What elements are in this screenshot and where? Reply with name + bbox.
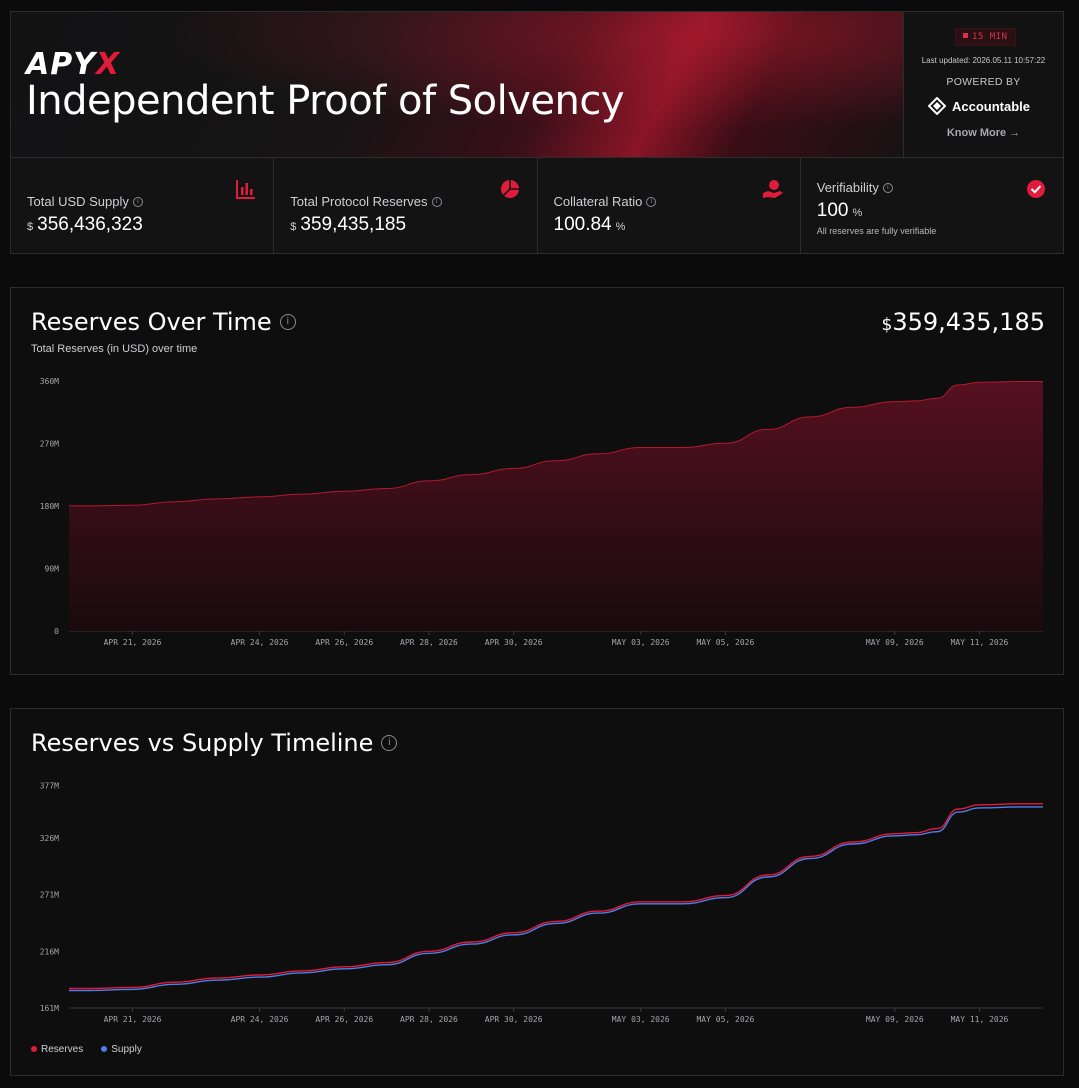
- legend-item-supply[interactable]: Supply: [101, 1044, 142, 1055]
- last-updated-text: Last updated: 2026.05.11 10:57:22: [921, 56, 1046, 65]
- live-dot-icon: [963, 33, 968, 38]
- percent-symbol: %: [615, 221, 626, 233]
- info-icon[interactable]: i: [279, 314, 296, 330]
- y-tick-label: 0: [54, 627, 59, 636]
- x-tick-label: APR 28, 2026: [400, 1015, 458, 1024]
- stat-label: Collateral Ratio: [553, 194, 643, 209]
- x-tick-label: MAY 03, 2026: [612, 638, 670, 647]
- y-tick-label: 360M: [40, 377, 59, 386]
- accountable-logo[interactable]: Accountable: [928, 97, 1030, 115]
- currency-symbol: $: [27, 221, 34, 233]
- reserves-over-time-card: Reserves Over Time i Total Reserves (in U…: [10, 287, 1064, 675]
- info-icon[interactable]: i: [381, 735, 398, 751]
- stat-label: Total Protocol Reserves: [290, 194, 428, 209]
- y-tick-label: 270M: [40, 439, 59, 448]
- chart-title: Reserves Over Time: [31, 308, 272, 336]
- y-tick-label: 216M: [40, 947, 59, 956]
- verifiability-note: All reserves are fully verifiable: [816, 226, 937, 236]
- x-tick-label: APR 30, 2026: [485, 1015, 543, 1024]
- y-tick-label: 271M: [40, 891, 59, 900]
- series-line-reserves[interactable]: [69, 381, 1044, 507]
- stats-row: Total USD Supply i $356,436,323 Total Pro…: [10, 157, 1064, 254]
- chart-title: Reserves vs Supply Timeline: [31, 729, 374, 757]
- hand-coin-icon: [762, 180, 783, 198]
- x-tick-label: MAY 09, 2026: [866, 1015, 924, 1024]
- info-icon[interactable]: i: [882, 182, 893, 193]
- legend-dot-icon: [101, 1046, 108, 1052]
- legend-item-reserves[interactable]: Reserves: [31, 1044, 83, 1055]
- percent-symbol: %: [852, 207, 863, 219]
- currency-symbol: $: [290, 221, 297, 233]
- info-icon[interactable]: i: [646, 196, 657, 207]
- x-tick-label: MAY 11, 2026: [951, 638, 1009, 647]
- page-title: Independent Proof of Solvency: [26, 78, 625, 124]
- x-tick-label: APR 26, 2026: [315, 1015, 373, 1024]
- y-tick-label: 377M: [40, 781, 59, 790]
- pie-chart-icon: [500, 179, 519, 198]
- series-line-reserves[interactable]: [69, 803, 1043, 990]
- partner-name: Accountable: [952, 98, 1031, 114]
- stat-label: Verifiability: [816, 180, 879, 195]
- stat-label: Total USD Supply: [27, 194, 129, 209]
- x-tick-label: APR 28, 2026: [400, 638, 458, 647]
- accountable-diamond-icon: [928, 97, 946, 115]
- powered-by-label: POWERED BY: [946, 76, 1021, 88]
- stat-value: 356,436,323: [37, 214, 143, 235]
- x-tick-label: APR 21, 2026: [104, 1015, 162, 1024]
- x-tick-label: MAY 05, 2026: [696, 1015, 754, 1024]
- stat-verifiability: Verifiability i 100% All reserves are ful…: [801, 158, 1063, 253]
- reserves-vs-supply-card: Reserves vs Supply Timeline i 161M 216M 271…: [10, 708, 1064, 1076]
- series-line-supply[interactable]: [68, 806, 1043, 992]
- reserves-area-fill: [69, 381, 1043, 631]
- powered-by-panel: 15 MIN Last updated: 2026.05.11 10:57:22…: [903, 12, 1063, 157]
- bar-chart-icon: [236, 180, 256, 199]
- y-tick-label: 90M: [45, 564, 60, 573]
- stat-value: 359,435,185: [300, 214, 407, 235]
- x-tick-label: APR 21, 2026: [104, 638, 162, 647]
- x-tick-label: MAY 05, 2026: [696, 638, 754, 647]
- verified-badge-icon: [1027, 180, 1045, 198]
- info-icon[interactable]: i: [431, 196, 442, 207]
- reserves-area-chart[interactable]: 0 90M 180M 270M 360M APR 21, 2026 APR 24, 2026…: [11, 288, 1063, 674]
- stat-collateral-ratio: Collateral Ratio i 100.84%: [538, 158, 801, 253]
- current-reserves-value: $359,435,185: [881, 308, 1045, 336]
- stat-total-usd-supply: Total USD Supply i $356,436,323: [11, 158, 275, 253]
- stat-total-protocol-reserves: Total Protocol Reserves i $359,435,185: [274, 158, 538, 253]
- x-tick-label: MAY 03, 2026: [612, 1015, 670, 1024]
- y-tick-label: 180M: [40, 502, 59, 511]
- stat-value: 100.84: [553, 214, 612, 235]
- reserves-supply-line-chart[interactable]: 161M 216M 271M 326M 377M APR 21, 2026 APR 24, …: [11, 709, 1063, 1075]
- x-tick-label: MAY 11, 2026: [951, 1015, 1009, 1024]
- x-tick-label: APR 26, 2026: [315, 638, 373, 647]
- y-tick-label: 161M: [40, 1004, 59, 1013]
- x-tick-label: APR 24, 2026: [231, 1015, 289, 1024]
- y-tick-label: 326M: [40, 834, 59, 843]
- apyx-logo: APYX: [26, 47, 121, 82]
- know-more-link[interactable]: Know More →: [946, 127, 1021, 139]
- page-header: APYX Independent Proof of Solvency 15 MI…: [10, 11, 1064, 158]
- legend-dot-icon: [31, 1046, 37, 1052]
- x-tick-label: MAY 09, 2026: [866, 638, 924, 647]
- x-tick-label: APR 30, 2026: [485, 638, 543, 647]
- chart-subtitle: Total Reserves (in USD) over time: [31, 343, 198, 355]
- x-tick-label: APR 24, 2026: [231, 638, 289, 647]
- chart-legend: Reserves Supply: [31, 1044, 142, 1055]
- refresh-interval-badge: 15 MIN: [955, 28, 1016, 46]
- hero-banner: APYX Independent Proof of Solvency: [11, 12, 903, 157]
- stat-value: 100: [816, 200, 849, 221]
- info-icon[interactable]: i: [132, 196, 143, 207]
